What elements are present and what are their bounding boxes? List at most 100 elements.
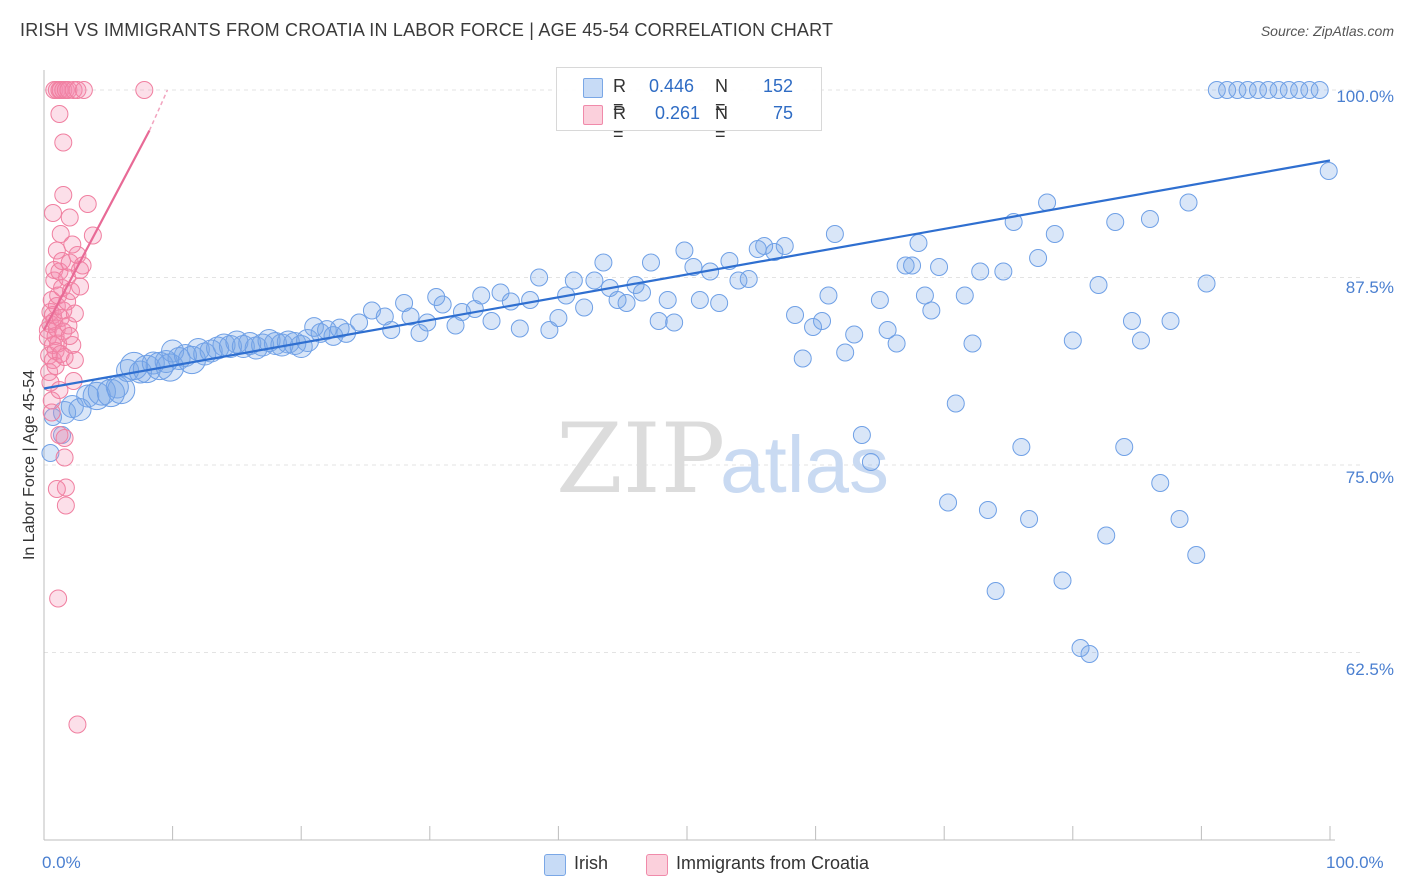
n-label: N =	[715, 103, 728, 144]
irish-point	[836, 343, 855, 362]
croatia-point	[74, 81, 93, 99]
irish-point	[922, 301, 941, 320]
croatia-point	[73, 256, 92, 275]
croatia-point	[46, 357, 65, 375]
irish-point	[1248, 81, 1267, 99]
croatia-point	[59, 81, 78, 99]
croatia-point	[78, 195, 97, 213]
irish-point	[433, 295, 452, 314]
irish-point	[257, 328, 281, 353]
irish-point	[971, 262, 990, 281]
legend-label: Immigrants from Croatia	[676, 853, 870, 873]
irish-point	[510, 319, 529, 338]
irish-point	[206, 336, 230, 360]
source-label: Source:	[1260, 23, 1310, 39]
irish-point	[870, 291, 889, 309]
irish-point	[1290, 81, 1309, 99]
irish-point	[641, 253, 660, 272]
irish-point	[878, 321, 897, 339]
irish-point	[903, 256, 922, 275]
irish-point	[427, 288, 446, 306]
trend-lines	[43, 89, 1331, 390]
croatia-point	[65, 351, 84, 369]
irish-point	[852, 426, 871, 444]
irish-point	[896, 256, 915, 275]
irish-point	[530, 268, 549, 287]
irish-point	[575, 298, 594, 317]
irish-point	[658, 291, 677, 309]
irish-point	[1097, 526, 1116, 545]
irish-point	[173, 343, 198, 368]
croatia-points	[38, 81, 154, 734]
irish-point	[1080, 645, 1099, 663]
croatia-point	[64, 81, 83, 99]
irish-point	[739, 270, 758, 288]
irish-point	[1122, 312, 1141, 330]
irish-point	[887, 334, 906, 353]
irish-point	[1053, 571, 1072, 590]
irish-point	[813, 312, 832, 330]
croatia-legend-swatch	[646, 854, 668, 876]
croatia-point	[63, 235, 82, 254]
r-label: R =	[613, 103, 626, 144]
x-tick-label: 0.0%	[42, 853, 81, 872]
croatia-point	[68, 81, 87, 99]
irish-point	[939, 493, 958, 512]
croatia-point	[55, 348, 74, 366]
irish-point	[786, 306, 805, 324]
croatia-point	[47, 480, 66, 498]
irish-point	[909, 234, 928, 252]
irish-point	[710, 294, 729, 312]
axes	[43, 70, 1335, 841]
irish-point	[1029, 249, 1048, 267]
irish-point	[861, 453, 880, 471]
irish-point	[1089, 276, 1108, 294]
irish-point	[96, 378, 125, 408]
irish-swatch	[583, 78, 603, 98]
irish-point	[491, 283, 510, 302]
irish-point	[549, 309, 568, 327]
x-tick-label: 100.0%	[1326, 853, 1384, 872]
irish-point	[482, 312, 501, 330]
croatia-point	[56, 478, 75, 497]
irish-point	[632, 283, 651, 302]
y-tick-label: 62.5%	[1345, 660, 1394, 679]
irish-point	[225, 330, 249, 354]
n-label: N =	[715, 76, 728, 117]
source-value: ZipAtlas.com	[1313, 23, 1394, 39]
irish-point	[1038, 193, 1057, 212]
irish-point	[994, 262, 1013, 281]
watermark-zip: ZIP	[556, 403, 725, 515]
croatia-point	[64, 372, 83, 390]
irish-point	[649, 312, 668, 330]
irish-point	[1319, 162, 1338, 180]
croatia-trend-extension	[148, 89, 169, 131]
source-credit: Source: ZipAtlas.com	[1261, 23, 1394, 39]
irish-point	[1269, 81, 1288, 99]
irish-point	[819, 286, 838, 305]
irish-point	[845, 325, 864, 344]
y-tick-label: 87.5%	[1345, 278, 1394, 297]
irish-point	[1207, 81, 1226, 99]
irish-point	[1228, 81, 1247, 99]
irish-point	[963, 334, 982, 353]
croatia-trend-line	[43, 129, 151, 331]
irish-point	[410, 324, 429, 342]
irish-point	[218, 334, 243, 359]
irish-point	[765, 243, 784, 261]
irish-point	[1310, 81, 1329, 99]
irish-point	[946, 394, 965, 413]
chart-title: IRISH VS IMMIGRANTS FROM CROATIA IN LABO…	[20, 20, 834, 40]
irish-point	[1063, 331, 1082, 350]
croatia-point	[54, 186, 73, 204]
irish-point	[1151, 474, 1170, 492]
croatia-point	[44, 204, 63, 222]
irish-point	[793, 349, 812, 368]
irish-point	[915, 286, 934, 305]
irish-trend-line	[43, 159, 1331, 390]
croatia-point	[50, 426, 69, 444]
irish-point	[116, 358, 140, 383]
irish-point	[690, 291, 709, 309]
irish-point	[1279, 81, 1298, 99]
